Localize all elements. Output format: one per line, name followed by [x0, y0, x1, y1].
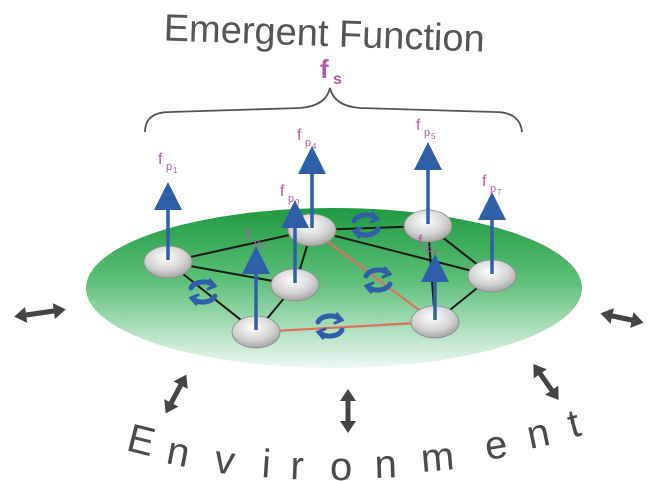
label-letter: f — [482, 173, 487, 190]
label-sub: p — [490, 183, 496, 195]
environment-letter: t — [563, 401, 585, 446]
edge — [311, 229, 493, 277]
label-index: 7 — [497, 188, 502, 197]
rotation-icon — [188, 278, 218, 306]
rotation-icon — [315, 312, 345, 340]
system-function-letter: f — [320, 54, 329, 84]
label-p7: f p 7 — [482, 173, 502, 197]
label-sub: p — [426, 243, 432, 255]
label-index: 4 — [312, 142, 317, 151]
label-p3: f p 3 — [280, 183, 300, 207]
system-disk — [86, 208, 582, 368]
label-letter: f — [246, 227, 251, 244]
label-letter: f — [297, 127, 302, 144]
highlighted-edge — [255, 320, 436, 334]
highlighted-edges — [255, 229, 436, 334]
environment-letter: o — [330, 445, 352, 481]
environment-letter: r — [290, 444, 305, 481]
label-p2: f p 2 — [246, 227, 266, 251]
part-function-labels: f p 1 f p 2 f p 3 f p 4 f p 5 f p 6 — [158, 117, 502, 257]
environment-letter: E — [123, 416, 160, 465]
double-arrow-icon — [533, 363, 559, 401]
double-arrow-icon — [600, 308, 644, 328]
label-index: 6 — [433, 248, 438, 257]
environment-letter: v — [212, 437, 238, 481]
diagram-title: Emergent Function — [163, 7, 485, 60]
function-arrows — [154, 142, 506, 330]
highlighted-edge — [311, 229, 436, 323]
environment-letter: n — [374, 442, 398, 481]
label-index: 1 — [173, 166, 178, 175]
label-index: 5 — [431, 132, 436, 141]
label-index: 2 — [261, 242, 266, 251]
rotation-icons — [188, 211, 393, 340]
label-sub: p — [254, 237, 260, 249]
label-letter: f — [158, 151, 163, 168]
environment-letter: n — [523, 410, 554, 458]
edge — [167, 229, 313, 263]
label-sub: p — [305, 137, 311, 149]
grouping-brace — [144, 87, 523, 133]
label-p6: f p 6 — [418, 233, 438, 257]
double-arrow-icon — [340, 389, 356, 433]
network-nodes — [143, 209, 517, 349]
label-letter: f — [280, 183, 285, 200]
environment-label: E n v i r o n m e n t — [123, 401, 585, 481]
label-sub: p — [288, 193, 294, 205]
label-letter: f — [418, 233, 423, 250]
rotation-icon — [363, 266, 393, 294]
environment-letter: m — [419, 434, 456, 481]
environment-arrows — [14, 303, 644, 433]
label-index: 3 — [295, 198, 300, 207]
double-arrow-icon — [164, 374, 188, 414]
label-letter: f — [416, 117, 421, 134]
label-p5: f p 5 — [416, 117, 436, 141]
label-sub: p — [424, 127, 430, 139]
label-p1: f p 1 — [158, 151, 178, 175]
environment-letter: n — [163, 429, 193, 476]
environment-letter: e — [482, 422, 511, 469]
system-function-subscript: s — [333, 71, 342, 88]
double-arrow-icon — [14, 303, 66, 323]
label-sub: p — [166, 161, 172, 173]
system-function-label: f s — [320, 54, 342, 88]
environment-letter: i — [260, 442, 272, 481]
rotation-icon — [351, 211, 381, 239]
label-p4: f p 4 — [297, 127, 317, 151]
